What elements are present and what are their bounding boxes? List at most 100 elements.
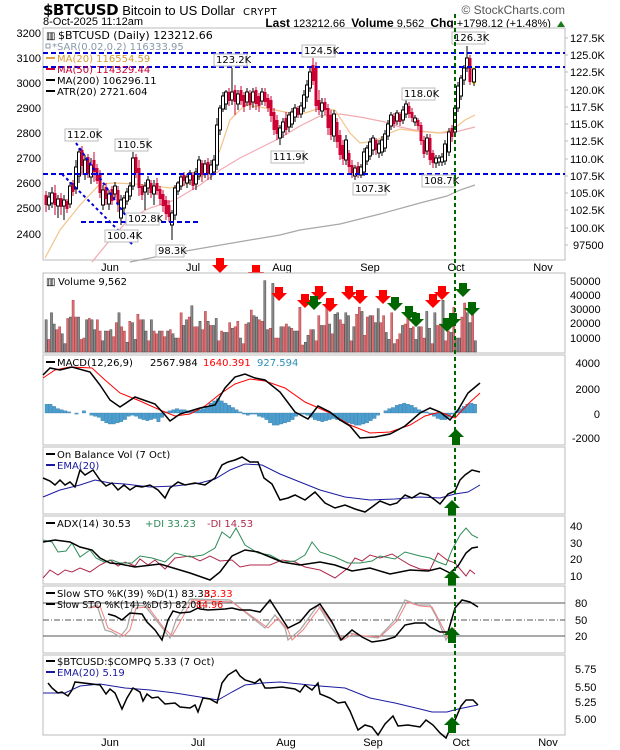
macd-line xyxy=(42,366,481,439)
svg-text:Slow STO %K(39) %D(1) 83.33,: Slow STO %K(39) %D(1) 83.33, xyxy=(57,589,213,600)
svg-text:On Balance Vol (7 Oct): On Balance Vol (7 Oct) xyxy=(57,450,170,461)
volume-bars xyxy=(44,280,477,353)
ma50-line xyxy=(91,113,476,263)
svg-text:20: 20 xyxy=(570,554,582,566)
svg-text:3100: 3100 xyxy=(17,53,41,65)
svg-text:Jul: Jul xyxy=(186,262,200,274)
svg-text:123.2K: 123.2K xyxy=(216,55,252,66)
obv-panel: On Balance Vol (7 Oct) EMA(20) xyxy=(42,446,566,516)
sto39-line xyxy=(107,598,479,643)
svg-text:4000: 4000 xyxy=(576,358,600,370)
svg-text:$BTCUSD:$COMPQ 5.33 (7 Oct): $BTCUSD:$COMPQ 5.33 (7 Oct) xyxy=(57,657,215,668)
svg-text:118.0K: 118.0K xyxy=(404,89,440,100)
svg-text:927.594: 927.594 xyxy=(257,358,298,369)
sto14-d-line xyxy=(89,599,456,641)
svg-text:10000: 10000 xyxy=(570,333,601,345)
svg-text:107.5K: 107.5K xyxy=(570,171,606,183)
svg-text:2800: 2800 xyxy=(17,128,41,140)
svg-text:2500: 2500 xyxy=(17,203,41,215)
svg-text:0: 0 xyxy=(594,409,600,421)
svg-text:Aug: Aug xyxy=(276,737,296,749)
svg-text:3000: 3000 xyxy=(17,78,41,90)
svg-text:50: 50 xyxy=(575,615,587,627)
svg-text:40: 40 xyxy=(570,521,582,533)
svg-text:2700: 2700 xyxy=(17,153,41,165)
svg-text:$BTCUSD (Daily) 123212.66: $BTCUSD (Daily) 123212.66 xyxy=(58,29,213,42)
svg-text:5.00: 5.00 xyxy=(575,714,596,726)
brand: © StockCharts.com xyxy=(461,3,565,17)
svg-text:2000: 2000 xyxy=(576,384,600,396)
left-axis: 3200 3100 3000 2900 2800 2700 2600 2500 … xyxy=(17,28,41,241)
svg-text:MA(50) 114329.44: MA(50) 114329.44 xyxy=(57,65,150,76)
svg-text:112.0K: 112.0K xyxy=(67,130,103,141)
ma200-line xyxy=(129,184,476,263)
sto14-k-line xyxy=(87,598,453,642)
svg-text:Volume 9,562: Volume 9,562 xyxy=(58,277,127,288)
svg-text:3200: 3200 xyxy=(17,28,41,40)
svg-text:108.7K: 108.7K xyxy=(424,176,460,187)
volume-value: 9,562 xyxy=(396,18,425,30)
symbol: $BTCUSD xyxy=(43,1,119,19)
chart-datetime: 8-Oct-2025 11:12am xyxy=(43,16,144,28)
svg-text:5.25: 5.25 xyxy=(575,697,596,709)
svg-text:30: 30 xyxy=(570,538,582,550)
svg-text:110.5K: 110.5K xyxy=(117,140,153,151)
svg-text:*SAR(0.02,0.2) 116333.95: *SAR(0.02,0.2) 116333.95 xyxy=(52,42,184,53)
svg-text:Jul: Jul xyxy=(191,737,205,749)
svg-text:127.5K: 127.5K xyxy=(570,33,606,45)
macd-panel: 4000 2000 0 -2000 MACD(12,26,9) 2567.984… xyxy=(42,354,600,446)
svg-text:122.5K: 122.5K xyxy=(570,67,606,79)
svg-text:▥: ▥ xyxy=(46,277,55,288)
svg-text:84.96: 84.96 xyxy=(196,600,223,611)
ratio-ema-line xyxy=(43,681,479,713)
svg-text:5.75: 5.75 xyxy=(575,664,596,676)
svg-text:Nov: Nov xyxy=(538,737,558,749)
symbol-description: Bitcoin to US Dollar xyxy=(122,3,235,18)
price-annotations: 112.0K 110.5K 100.4K 102.8K 98.3K 123.2K… xyxy=(64,31,490,258)
buy-signal-arrows xyxy=(306,283,480,332)
main-price-panel: 3200 3100 3000 2900 2800 2700 2600 2500 … xyxy=(17,27,606,274)
svg-text:Nov: Nov xyxy=(533,262,553,274)
svg-text:▥: ▥ xyxy=(46,31,55,42)
adx-panel: 40 30 20 10 ADX(14) 30.53 +DI 33.23 -DI … xyxy=(42,515,582,586)
macd-signal-line xyxy=(42,366,481,434)
svg-text:Jun: Jun xyxy=(101,737,119,749)
ratio-panel: 5.75 5.50 5.25 5.00 Jun Jul Aug Sep Oct … xyxy=(42,654,596,749)
svg-text:115.0K: 115.0K xyxy=(570,119,605,131)
svg-text:2400: 2400 xyxy=(17,229,41,241)
svg-text:100.4K: 100.4K xyxy=(107,231,143,242)
svg-text:80: 80 xyxy=(575,598,587,610)
svg-text:5.50: 5.50 xyxy=(575,682,596,694)
obv-ema-line xyxy=(42,463,481,501)
sto-panel: 80 50 20 Slow STO %K(39) %D(1) 83.33, 83… xyxy=(42,585,587,654)
svg-text:10: 10 xyxy=(570,571,582,583)
volume-panel: 50000 40000 30000 20000 10000 ▥ Volume 9… xyxy=(42,272,601,354)
svg-text:2567.984: 2567.984 xyxy=(150,358,198,369)
svg-text:98.3K: 98.3K xyxy=(158,246,187,257)
svg-text:102.5K: 102.5K xyxy=(570,205,606,217)
svg-text:120.0K: 120.0K xyxy=(570,85,606,97)
price-candles xyxy=(44,46,476,240)
svg-text:MACD(12,26,9): MACD(12,26,9) xyxy=(57,358,133,369)
plus-di-line xyxy=(42,526,479,566)
svg-text:124.5K: 124.5K xyxy=(304,46,340,57)
main-legend: ▥ $BTCUSD (Daily) 123212.66 *SAR(0.02,0.… xyxy=(45,29,213,98)
svg-text:20: 20 xyxy=(575,631,587,643)
svg-text:50000: 50000 xyxy=(570,276,601,288)
right-axis: 127.5K 125.0K 122.5K 120.0K 117.5K 115.0… xyxy=(570,33,606,252)
svg-text:2600: 2600 xyxy=(17,178,41,190)
svg-text:112.5K: 112.5K xyxy=(570,136,605,148)
obv-line xyxy=(42,456,481,513)
svg-text:-2000: -2000 xyxy=(572,433,600,445)
svg-text:125.0K: 125.0K xyxy=(570,50,606,62)
svg-text:EMA(20): EMA(20) xyxy=(57,461,99,472)
svg-text:30000: 30000 xyxy=(570,304,601,316)
minus-di-line xyxy=(42,552,476,579)
exchange: CRYPT xyxy=(243,7,278,18)
svg-text:117.5K: 117.5K xyxy=(570,102,605,114)
svg-text:Sep: Sep xyxy=(360,262,380,274)
chg-label: Chg xyxy=(430,16,454,30)
svg-text:MA(200) 106296.11: MA(200) 106296.11 xyxy=(57,76,157,87)
chg-value: +1798.12 (+1.48%) xyxy=(456,18,551,30)
svg-text:Aug: Aug xyxy=(272,262,292,274)
